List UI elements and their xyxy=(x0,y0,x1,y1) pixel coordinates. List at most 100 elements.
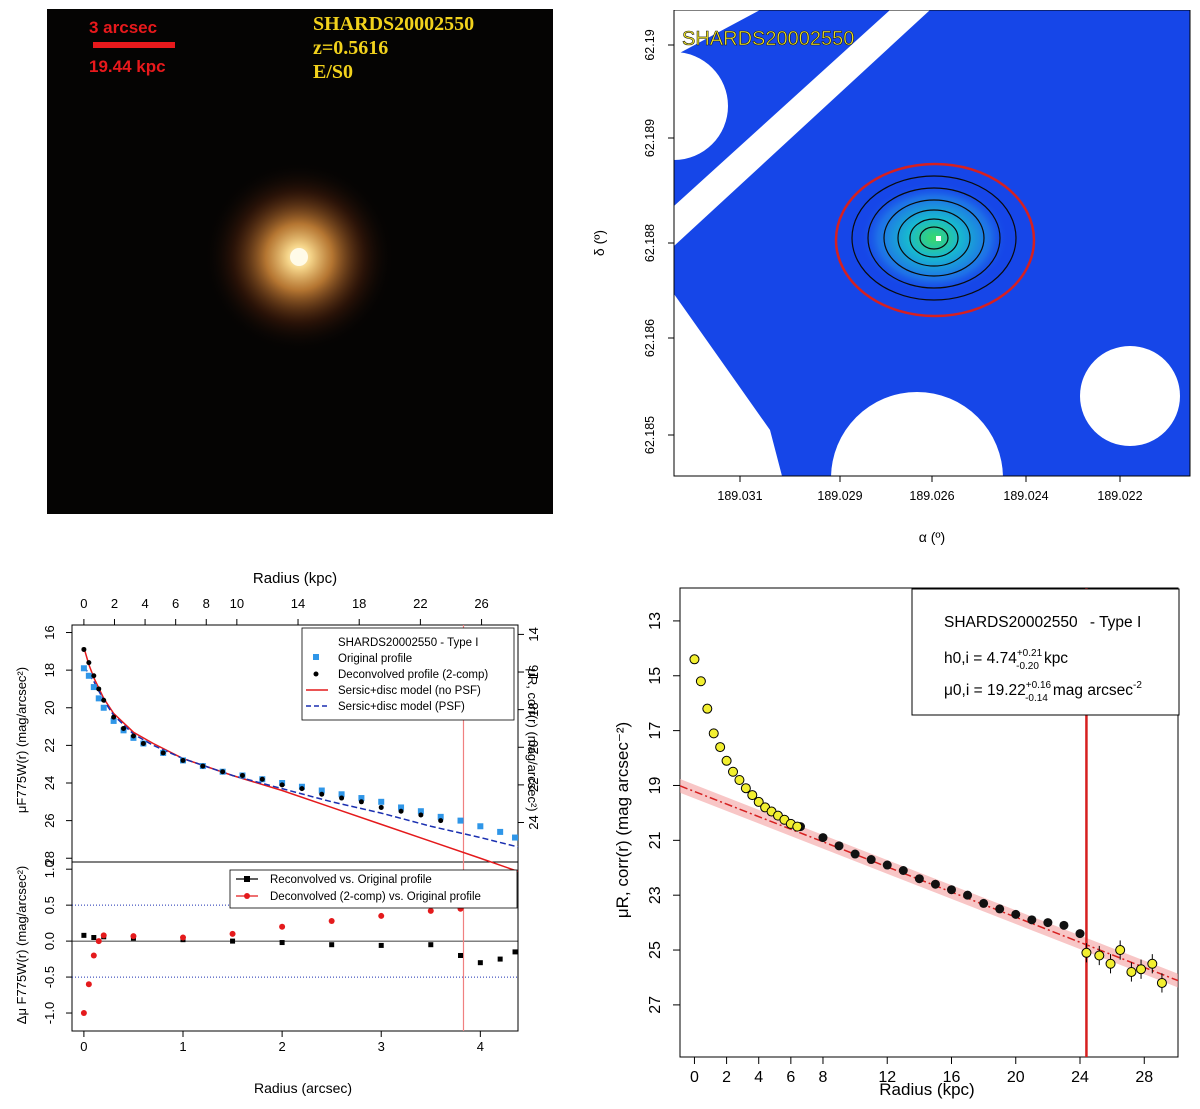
deconvolved-residual-point xyxy=(328,917,335,924)
inner-point xyxy=(792,821,803,832)
map-title: SHARDS20002550 xyxy=(682,28,854,50)
galaxy-emission xyxy=(859,182,1009,294)
inner-point xyxy=(708,728,719,739)
inner-point xyxy=(721,755,732,766)
deconvolved-point xyxy=(200,763,206,769)
profile-x2label: Radius (kpc) xyxy=(253,570,337,587)
map-axes: 189.031 189.029 189.026 189.024 189.022 62.19… xyxy=(643,29,1143,503)
fit-mu-sup: +0.16 xyxy=(1026,680,1052,691)
legend-reconvolved: Reconvolved vs. Original profile xyxy=(270,874,432,886)
map-ylabel: δ (º) xyxy=(591,230,607,256)
fit-xtick-label: 28 xyxy=(1135,1069,1153,1086)
reconvolved-residual-point xyxy=(230,938,236,944)
isophote-contours xyxy=(851,175,1017,301)
fit-xtick-label: 16 xyxy=(943,1069,961,1086)
profile-panel: Radius (kpc) Radius (arcsec) μF775W(r) (… xyxy=(0,565,541,1104)
original-point xyxy=(95,695,102,702)
fit-xtick-label: 8 xyxy=(819,1069,828,1086)
inner-point xyxy=(715,742,726,753)
fit-legend: SHARDS20002550 - Type I h0,i = 4.74+0.21… xyxy=(911,588,1180,716)
mask-stripe xyxy=(674,10,930,246)
profile-ytick-label: 24 xyxy=(42,776,57,790)
outer-point xyxy=(1147,958,1158,969)
legend-deconv-residual-marker xyxy=(244,893,250,899)
profile-legend: SHARDS20002550 - Type I Original profile… xyxy=(301,627,515,721)
deconvolved-point xyxy=(160,750,166,756)
outer-point xyxy=(1081,947,1092,958)
reconvolved-residual-point xyxy=(497,956,503,962)
map-ytick-label: 62.188 xyxy=(643,224,657,262)
map-xtick-label: 189.026 xyxy=(909,489,954,503)
fit-h-unit: kpc xyxy=(1044,650,1068,667)
deconvolved-point xyxy=(239,772,245,778)
deconvolved-residual-point xyxy=(85,981,92,988)
original-point xyxy=(378,798,385,805)
disc-point xyxy=(866,855,876,865)
disc-point xyxy=(979,898,989,908)
profile-x2tick-label: 8 xyxy=(203,596,210,611)
deconvolved-residual-point xyxy=(80,1010,87,1017)
model-psf-line xyxy=(83,665,519,848)
deconvolved-residual-point xyxy=(279,923,286,930)
reconvolved-residual-point xyxy=(512,949,518,955)
galaxy-image-panel: 3 arcsec 19.44 kpc SHARDS20002550 z=0.56… xyxy=(47,9,553,514)
deconvolved-point xyxy=(111,714,117,720)
deconvolved-point xyxy=(279,782,285,788)
reconvolved-residual-point xyxy=(458,952,464,958)
profile-ytick-label: 18 xyxy=(42,663,57,677)
deconvolved-residual-point xyxy=(378,912,385,919)
original-point xyxy=(100,704,107,711)
disc-point xyxy=(963,890,973,900)
profile-x2tick-label: 22 xyxy=(413,596,427,611)
map-xtick-label: 189.029 xyxy=(817,489,862,503)
residual-ytick-label: 0.0 xyxy=(42,932,57,950)
fit-ylabel: μR, corr(r) (mag arcsec⁻²) xyxy=(613,722,632,918)
legend-deconvolved-marker xyxy=(313,671,319,677)
inner-point xyxy=(695,676,706,687)
reconvolved-residual-point xyxy=(428,942,434,948)
fit-chart: Radius (kpc) μR, corr(r) (mag arcsec⁻²) … xyxy=(613,587,1180,1099)
disc-point xyxy=(1059,920,1069,930)
fit-ytick-label: 21 xyxy=(647,831,664,849)
deconvolved-point xyxy=(299,786,305,792)
disc-point xyxy=(834,841,844,851)
inner-point xyxy=(734,774,745,785)
outer-point xyxy=(1156,977,1167,988)
deconvolved-point xyxy=(339,795,345,801)
contour-map-panel: SHARDS20002550 189.031 189.029 189.026 189.… xyxy=(590,9,1200,550)
inner-point xyxy=(740,783,751,794)
profile-x2tick-label: 14 xyxy=(291,596,305,611)
profile-ylabel: μF775W(r) (mag/arcsec²) xyxy=(14,667,29,813)
fit-mu-line: μ0,i = 19.22+0.16 -0.14 mag arcsec-2 xyxy=(944,680,1142,704)
profile-y2tick-label: 24 xyxy=(526,815,540,829)
profile-chart: Radius (kpc) Radius (arcsec) μF775W(r) (… xyxy=(14,570,541,1096)
deconvolved-point xyxy=(378,804,384,810)
deconvolved-point xyxy=(91,673,97,679)
deconvolved-residual-point xyxy=(229,930,236,937)
deconvolved-point xyxy=(130,733,136,739)
break-radius-ellipse xyxy=(834,162,1036,318)
original-point xyxy=(417,808,424,815)
deconvolved-residual-point xyxy=(90,952,97,959)
fit-panel: Radius (kpc) μR, corr(r) (mag arcsec⁻²) … xyxy=(600,585,1200,1104)
deconvolved-point xyxy=(180,757,186,763)
profile-ytick-label: 22 xyxy=(42,738,57,752)
fit-mu-value: μ0,i = 19.22 xyxy=(944,682,1026,699)
profile-xtick-label: 3 xyxy=(378,1039,385,1054)
deconvolved-point xyxy=(101,697,107,703)
map-ytick-label: 62.189 xyxy=(643,119,657,157)
legend-title: SHARDS20002550 - Type I xyxy=(338,637,478,649)
deconvolved-point xyxy=(96,686,102,692)
original-point xyxy=(318,787,325,794)
inner-point xyxy=(702,703,713,714)
legend-deconv-residual: Deconvolved (2-comp) vs. Original profil… xyxy=(270,891,481,903)
residual-ytick-label: 1.0 xyxy=(42,860,57,878)
profile-x2tick-label: 2 xyxy=(111,596,118,611)
fit-ytick-label: 15 xyxy=(647,667,664,685)
profile-x2tick-label: 4 xyxy=(141,596,148,611)
map-xtick-label: 189.024 xyxy=(1003,489,1048,503)
deconvolved-residual-point xyxy=(100,932,107,939)
disc-point xyxy=(930,879,940,889)
deconvolved-point xyxy=(140,741,146,746)
profile-ytick-label: 20 xyxy=(42,701,57,715)
